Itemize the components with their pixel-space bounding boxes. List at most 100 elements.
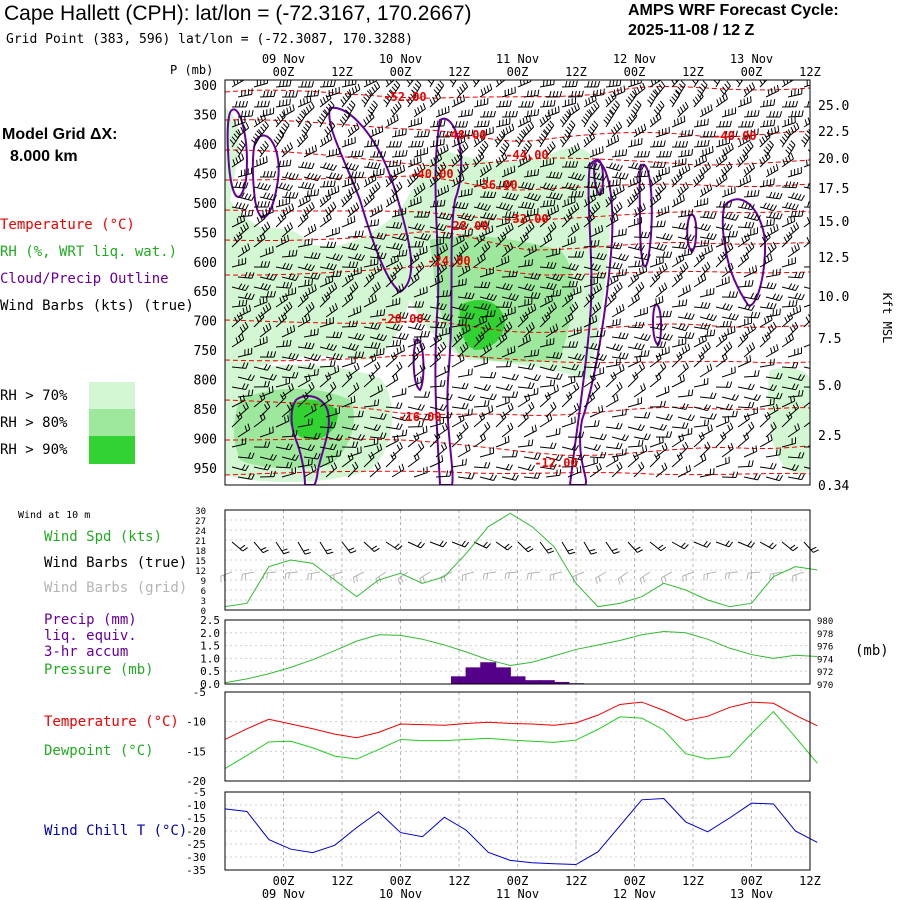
wind-barb-flag bbox=[399, 423, 403, 430]
wind-barb-flag bbox=[263, 363, 268, 370]
wind-barb bbox=[737, 386, 752, 391]
wind-barb-flag bbox=[659, 364, 664, 370]
wind-barb-flag bbox=[526, 90, 529, 97]
wind-barb-flag bbox=[728, 312, 733, 319]
wind-barb-flag bbox=[621, 409, 624, 416]
wind-barb-flag bbox=[471, 215, 475, 221]
wind-barb bbox=[627, 402, 642, 408]
top-time-tick: 00Z bbox=[507, 65, 529, 79]
wind-barb-flag bbox=[572, 161, 575, 168]
wind-barb bbox=[363, 426, 378, 432]
wind-barb-flag bbox=[331, 305, 336, 312]
wind-barb-flag bbox=[706, 261, 711, 268]
wind-barb-flag bbox=[550, 404, 554, 410]
wind-barb-flag bbox=[476, 202, 481, 209]
wind-barb-flag bbox=[649, 199, 654, 205]
wind-barb-flag bbox=[421, 224, 425, 231]
wind-barb-flag bbox=[515, 391, 519, 398]
wind-barb-flag bbox=[795, 362, 799, 369]
wind-barb-flag bbox=[707, 246, 710, 253]
wind-barb-flag bbox=[286, 404, 291, 411]
wind-barb-flag bbox=[519, 316, 524, 323]
precip-tick: 1.5 bbox=[200, 640, 220, 653]
wind-barb-flag bbox=[326, 343, 331, 349]
wind-barb-flag bbox=[773, 119, 776, 126]
wind-barb-flag bbox=[713, 392, 717, 399]
wind-barb-flag bbox=[596, 353, 601, 359]
wind-barb-flag bbox=[727, 415, 730, 422]
legend-rh80-swatch bbox=[89, 409, 135, 436]
wind-barb-flag bbox=[462, 354, 465, 361]
wind-barb-flag bbox=[790, 140, 796, 146]
wind-barb-flag bbox=[242, 324, 246, 330]
wind-barb-flag bbox=[749, 355, 752, 362]
wind-barb-flag bbox=[546, 235, 550, 242]
wind-barb-flag bbox=[422, 103, 426, 110]
wind-barb-flag bbox=[427, 234, 431, 241]
wind-barb-flag bbox=[530, 121, 535, 128]
wind-barb-flag bbox=[333, 282, 338, 289]
wind-barb-flag bbox=[549, 442, 554, 449]
wind-barb-flag bbox=[437, 172, 441, 178]
wind-barb-flag bbox=[304, 182, 308, 189]
wind-barb-flag bbox=[659, 150, 662, 158]
wind-barb-flag bbox=[348, 242, 353, 249]
wind-barb bbox=[457, 86, 468, 98]
wind-barb-flag bbox=[605, 116, 611, 122]
wind-barb-flag bbox=[480, 220, 483, 227]
wind-barb-flag bbox=[519, 159, 522, 166]
wind-barb-flag bbox=[662, 333, 667, 339]
wind-barb-flag bbox=[405, 149, 408, 157]
wind-barb bbox=[259, 456, 274, 461]
wind-barb-flag bbox=[458, 222, 462, 229]
wind-barb-flag bbox=[289, 98, 291, 105]
wind-barb-flag bbox=[798, 271, 801, 278]
wind-barb-flag bbox=[295, 192, 299, 199]
wind-barb-flag bbox=[422, 342, 426, 349]
wind-barb-flag bbox=[325, 106, 331, 112]
wind-barb bbox=[253, 541, 264, 553]
wind-barb bbox=[605, 459, 619, 468]
wind-barb-flag bbox=[735, 394, 739, 401]
wind-barb bbox=[303, 374, 318, 378]
wind-barb-flag bbox=[573, 204, 577, 211]
wind-barb-flag bbox=[570, 377, 573, 384]
wind-barb bbox=[539, 446, 554, 450]
wind-barb-flag bbox=[606, 113, 612, 119]
wind-barb-flag bbox=[594, 384, 598, 390]
wind-barb-flag bbox=[612, 179, 615, 186]
wind-barb-flag bbox=[687, 332, 692, 339]
wind-barb-flag bbox=[283, 551, 290, 555]
wind-barb-flag bbox=[661, 444, 665, 451]
wind-barb-flag bbox=[549, 100, 553, 107]
wind-barb-flag bbox=[792, 404, 797, 411]
wind-barb-flag bbox=[619, 263, 623, 270]
wind-barb-flag bbox=[352, 284, 356, 290]
wind-barb-flag bbox=[244, 116, 246, 123]
wind-barb-flag bbox=[642, 266, 645, 273]
wind-barb-flag bbox=[750, 311, 754, 318]
wind-barb-flag bbox=[590, 106, 596, 113]
wind-barb-flag bbox=[434, 254, 438, 260]
wind-barb-flag bbox=[613, 136, 616, 143]
wind-barb-flag bbox=[658, 112, 662, 119]
wind-barb-flag bbox=[238, 283, 243, 290]
wind-barb-flag bbox=[339, 254, 343, 261]
wind-barb-flag bbox=[618, 332, 622, 339]
wind-barb-flag bbox=[285, 340, 289, 347]
wind-barb-flag bbox=[813, 307, 815, 313]
wind-barb-flag bbox=[352, 320, 355, 327]
wind-barb bbox=[781, 416, 793, 428]
wind-barb-flag bbox=[789, 80, 792, 82]
wind-barb-flag bbox=[414, 241, 417, 248]
wind-barb-flag bbox=[702, 166, 706, 173]
wind-barb-flag bbox=[595, 148, 598, 155]
wind-barb-flag bbox=[247, 243, 251, 250]
wind-barb-flag bbox=[330, 464, 335, 471]
wind-barb-flag bbox=[483, 191, 486, 198]
wind-barb-flag bbox=[431, 256, 436, 263]
wind-barb-flag bbox=[811, 101, 812, 107]
wind-barb-flag bbox=[742, 154, 746, 160]
wind-barb bbox=[611, 207, 623, 218]
wind-barb-flag bbox=[483, 167, 487, 174]
